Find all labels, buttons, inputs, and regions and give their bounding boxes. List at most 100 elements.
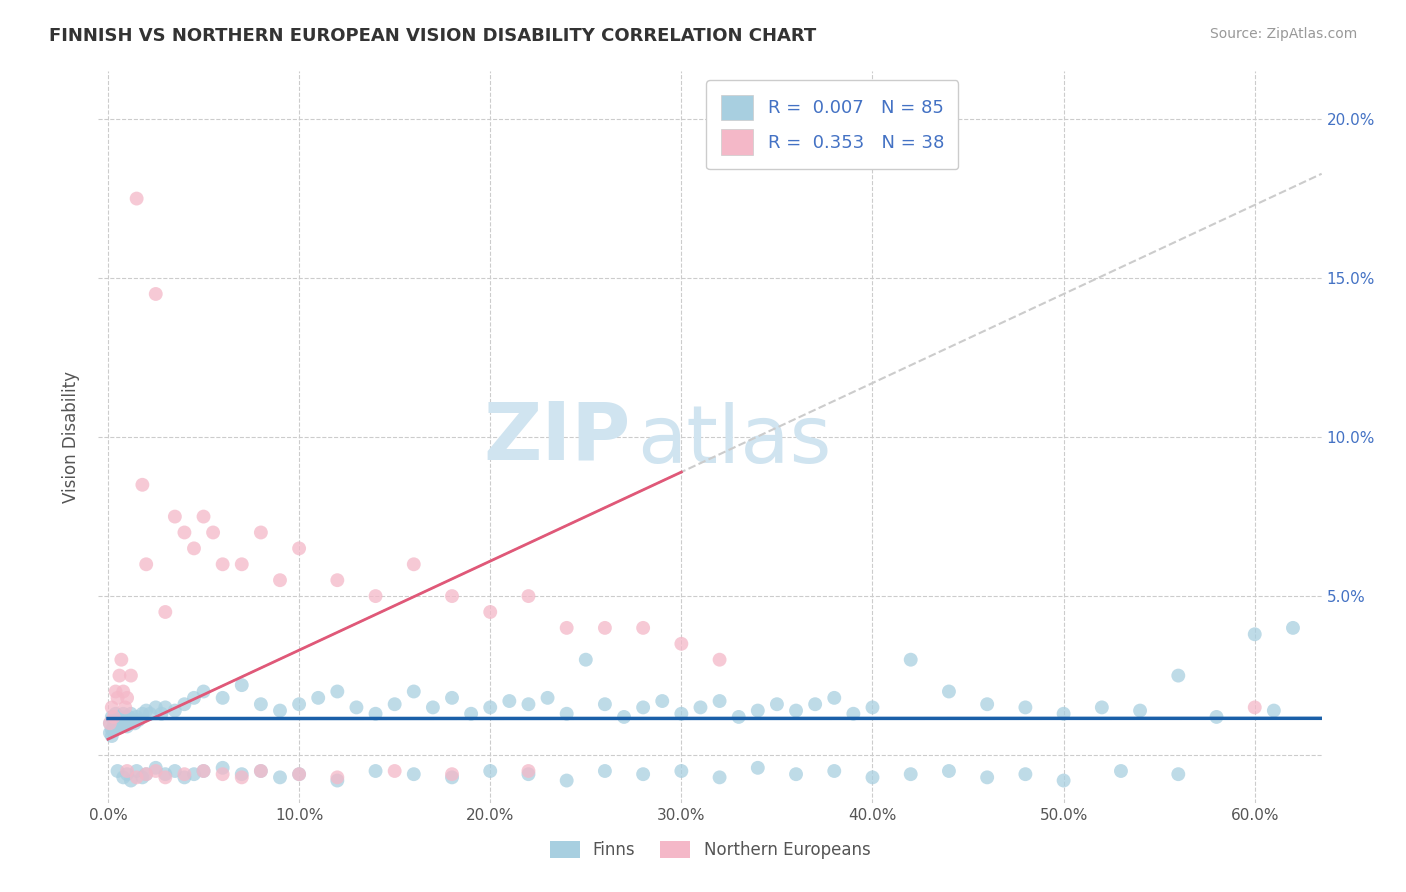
Point <box>125 710 148 724</box>
Point <box>1243 700 1265 714</box>
Point <box>120 706 142 721</box>
Point <box>108 710 131 724</box>
Point <box>150 706 173 721</box>
Text: ZIP: ZIP <box>484 398 630 476</box>
Point <box>555 621 578 635</box>
Point <box>107 713 129 727</box>
Point <box>555 773 578 788</box>
Point <box>104 716 127 731</box>
Point <box>671 706 693 721</box>
Point <box>1052 706 1074 721</box>
Point <box>288 697 311 711</box>
Point <box>1167 668 1189 682</box>
Point <box>131 477 153 491</box>
Point <box>326 770 349 784</box>
Point <box>183 767 205 781</box>
Point <box>112 716 135 731</box>
Point <box>101 723 124 737</box>
Point <box>155 605 177 619</box>
Point <box>326 773 349 788</box>
Point <box>422 700 444 714</box>
Point <box>250 764 273 778</box>
Point <box>689 700 711 714</box>
Point <box>593 697 616 711</box>
Point <box>112 684 135 698</box>
Point <box>709 653 731 667</box>
Point <box>823 764 845 778</box>
Point <box>107 690 129 705</box>
Point <box>145 287 167 301</box>
Point <box>517 589 540 603</box>
Point <box>364 764 387 778</box>
Point <box>269 704 291 718</box>
Point <box>173 770 195 784</box>
Point <box>101 710 124 724</box>
Point <box>288 767 311 781</box>
Point <box>1205 710 1227 724</box>
Point <box>163 704 186 718</box>
Text: FINNISH VS NORTHERN EUROPEAN VISION DISABILITY CORRELATION CHART: FINNISH VS NORTHERN EUROPEAN VISION DISA… <box>49 27 817 45</box>
Point <box>269 770 291 784</box>
Point <box>125 764 148 778</box>
Point <box>114 710 136 724</box>
Point <box>1167 767 1189 781</box>
Point <box>193 764 215 778</box>
Point <box>460 706 482 721</box>
Point <box>402 558 425 572</box>
Point <box>536 690 558 705</box>
Point <box>104 706 127 721</box>
Point <box>98 716 121 731</box>
Point <box>288 767 311 781</box>
Point <box>766 697 789 711</box>
Point <box>671 637 693 651</box>
Point <box>193 509 215 524</box>
Point <box>108 668 131 682</box>
Point <box>135 704 157 718</box>
Point <box>101 729 124 743</box>
Point <box>107 764 129 778</box>
Point <box>440 767 463 781</box>
Point <box>900 767 922 781</box>
Point <box>631 621 654 635</box>
Point <box>709 694 731 708</box>
Point <box>613 710 636 724</box>
Point <box>517 767 540 781</box>
Point <box>440 589 463 603</box>
Point <box>163 764 186 778</box>
Point <box>145 764 167 778</box>
Point <box>804 697 827 711</box>
Y-axis label: Vision Disability: Vision Disability <box>62 371 80 503</box>
Point <box>1014 700 1036 714</box>
Point <box>326 684 349 698</box>
Point <box>517 764 540 778</box>
Point <box>517 697 540 711</box>
Point <box>155 770 177 784</box>
Point <box>364 589 387 603</box>
Point <box>104 684 127 698</box>
Point <box>402 767 425 781</box>
Point <box>112 706 135 721</box>
Point <box>402 684 425 698</box>
Point <box>128 713 150 727</box>
Point <box>193 764 215 778</box>
Point <box>938 684 960 698</box>
Point <box>155 700 177 714</box>
Point <box>307 690 329 705</box>
Point <box>976 697 998 711</box>
Point <box>118 710 141 724</box>
Point <box>115 713 138 727</box>
Point <box>110 719 132 733</box>
Point <box>976 770 998 784</box>
Point <box>211 690 233 705</box>
Point <box>250 525 273 540</box>
Point <box>115 764 138 778</box>
Point <box>173 525 195 540</box>
Point <box>671 764 693 778</box>
Point <box>115 690 138 705</box>
Point <box>1129 704 1152 718</box>
Point <box>124 716 146 731</box>
Point <box>785 767 807 781</box>
Point <box>211 558 233 572</box>
Point <box>211 761 233 775</box>
Point <box>346 700 368 714</box>
